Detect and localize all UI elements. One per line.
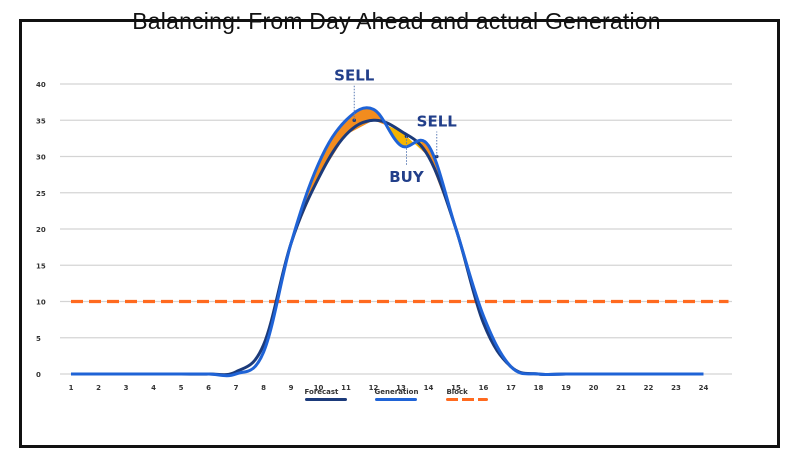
legend-swatch-block (446, 398, 489, 401)
x-tick-label: 23 (671, 384, 681, 392)
x-tick-label: 3 (124, 384, 129, 392)
y-tick-label: 0 (36, 371, 41, 379)
x-tick-label: 8 (261, 384, 266, 392)
x-tick-label: 11 (341, 384, 351, 392)
legend-label: Forecast (304, 388, 339, 396)
x-tick-label: 19 (561, 384, 571, 392)
x-tick-label: 7 (234, 384, 239, 392)
chart-title: Balancing: From Day Ahead and actual Gen… (132, 8, 661, 34)
legend: Forecast Generation Block (0, 388, 793, 401)
x-tick-label: 22 (644, 384, 654, 392)
y-tick-label: 10 (36, 299, 46, 307)
y-tick-label: 15 (36, 262, 46, 270)
x-tick-label: 5 (179, 384, 184, 392)
balancing-fills (291, 107, 473, 286)
y-tick-label: 40 (36, 81, 46, 89)
x-tick-label: 6 (206, 384, 211, 392)
y-tick-label: 35 (36, 117, 46, 125)
balancing-area (388, 126, 422, 151)
x-tick-label: 24 (699, 384, 709, 392)
balancing-area (421, 140, 473, 286)
legend-item-block: Block (446, 388, 489, 401)
x-axis-ticks: 1 2 3 4 5 6 7 8 9 10 11 12 13 14 15 16 17 18 19 20 21 22 23 24 (69, 384, 709, 392)
series-lines (70, 106, 704, 378)
legend-item-generation: Generation (374, 388, 419, 401)
x-tick-label: 1 (69, 384, 74, 392)
x-tick-label: 2 (96, 384, 101, 392)
forecast-series (70, 118, 704, 377)
x-tick-label: 15 (451, 384, 461, 392)
x-tick-label: 20 (589, 384, 599, 392)
x-tick-label: 14 (424, 384, 434, 392)
y-tick-label: 5 (36, 335, 41, 343)
legend-label: Generation (374, 388, 419, 396)
legend-label: Block (446, 388, 468, 396)
balancing-area (291, 107, 389, 244)
annotation-label-buy: BUY (389, 168, 425, 186)
x-tick-label: 9 (289, 384, 294, 392)
generation-series (70, 106, 704, 378)
x-tick-label: 12 (369, 384, 379, 392)
annotations: SELL BUY SELL (334, 66, 457, 186)
y-tick-label: 30 (36, 154, 46, 162)
x-tick-label: 17 (506, 384, 516, 392)
annotation-label-sell: SELL (417, 113, 458, 131)
x-tick-label: 4 (151, 384, 156, 392)
legend-item-forecast: Forecast (304, 388, 347, 401)
x-tick-label: 16 (479, 384, 489, 392)
legend-swatch-forecast (304, 398, 347, 401)
annotation-label-sell: SELL (334, 66, 375, 84)
y-tick-label: 25 (36, 190, 46, 198)
x-tick-label: 13 (396, 384, 406, 392)
chart-frame (19, 19, 780, 448)
legend-swatch-generation (374, 398, 417, 401)
x-tick-label: 21 (616, 384, 626, 392)
y-tick-label: 20 (36, 226, 46, 234)
x-tick-label: 10 (314, 384, 324, 392)
y-axis-ticks: 0 5 10 15 20 25 30 35 40 (36, 81, 46, 379)
x-tick-label: 18 (534, 384, 544, 392)
